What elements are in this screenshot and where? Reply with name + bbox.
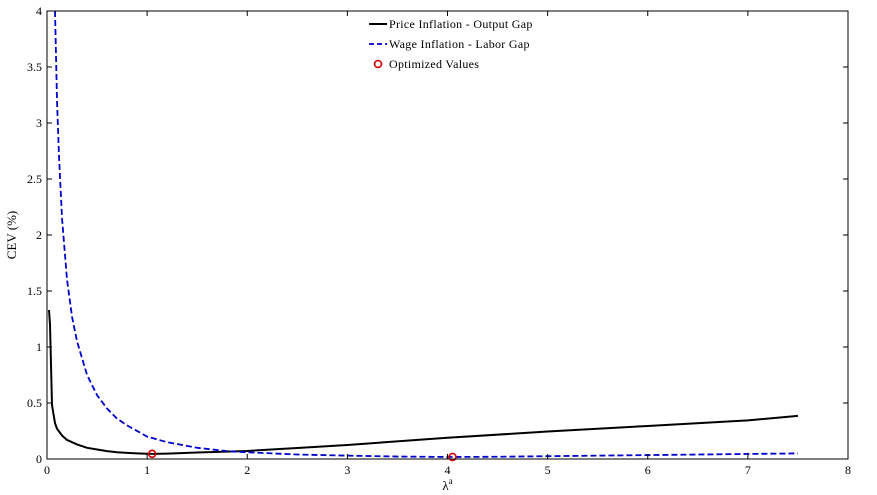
x-tick-label: 1 (144, 463, 150, 477)
x-tick-label: 0 (44, 463, 50, 477)
y-tick-label: 0.5 (27, 396, 42, 410)
x-axis-label-superscript: a (449, 476, 453, 486)
y-tick-label: 0 (36, 452, 42, 466)
legend-label-optimized: Optimized Values (389, 57, 479, 71)
marker-layer (147, 449, 457, 462)
y-tick-label: 4 (36, 4, 42, 18)
x-tick-label: 4 (445, 463, 451, 477)
x-tick-label: 6 (645, 463, 651, 477)
y-tick-label: 3 (36, 116, 42, 130)
y-tick-label: 1 (36, 340, 42, 354)
y-axis-label: CEV (%) (4, 211, 19, 260)
x-axis-label: λa (442, 476, 452, 493)
plot-frame (46, 10, 849, 460)
x-axis-label-main: λ (442, 478, 449, 493)
y-tick-label: 3.5 (27, 60, 42, 74)
optimized-marker-1 (147, 449, 157, 459)
x-tick-label: 3 (344, 463, 350, 477)
legend-label-price: Price Inflation - Output Gap (389, 17, 533, 31)
y-tick-label: 2 (36, 228, 42, 242)
x-tick-label: 2 (244, 463, 250, 477)
series-layer (48, 11, 799, 458)
y-tick-label: 1.5 (27, 284, 42, 298)
series-line-price (48, 309, 799, 455)
y-tick-label: 2.5 (27, 172, 42, 186)
legend-label-wage: Wage Inflation - Labor Gap (389, 37, 530, 51)
x-tick-label: 8 (845, 463, 851, 477)
tick-layer: 0 1 2 3 4 5 6 7 8 0 0.5 1 1.5 2 2.5 3 3.5 4 (27, 4, 851, 477)
legend-swatch-optimized (373, 59, 383, 69)
x-tick-label: 5 (545, 463, 551, 477)
x-tick-label: 7 (745, 463, 751, 477)
optimized-marker-2 (448, 452, 457, 462)
legend: Price Inflation - Output Gap Wage Inflat… (369, 17, 533, 71)
series-line-wage (54, 11, 798, 458)
